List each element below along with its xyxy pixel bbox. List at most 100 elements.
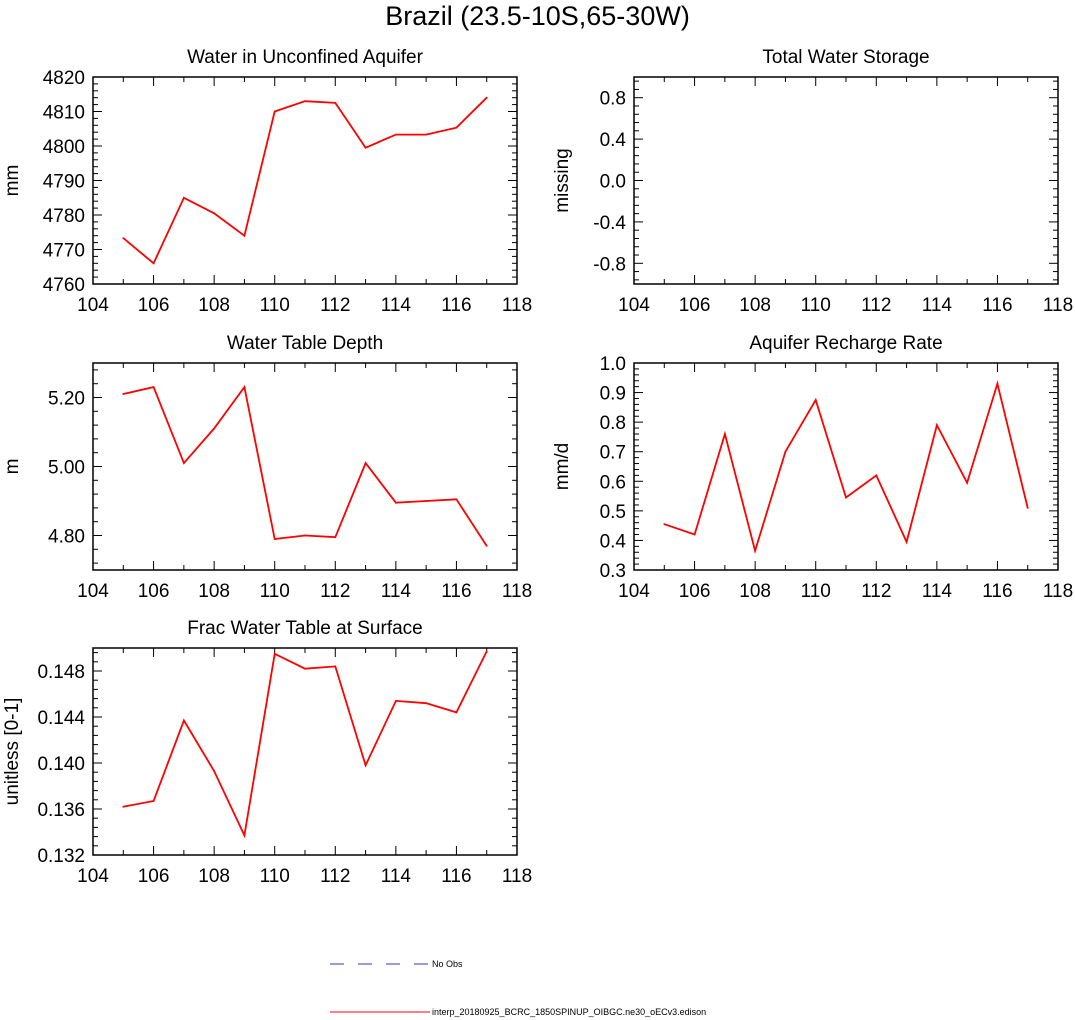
y-tick-label: 4780 [43,206,85,227]
x-tick-label: 114 [381,866,412,887]
y-tick-label: 0.3 [600,561,626,582]
data-point [425,133,428,136]
x-tick-label: 104 [618,295,650,316]
y-axis-label: m [2,459,23,475]
figure-title: Brazil (23.5-10S,65-30W) [385,1,690,31]
panel-title: Water Table Depth [227,333,383,354]
y-tick-label: 5.20 [48,389,85,410]
data-point [394,133,397,136]
data-point [455,711,458,714]
data-point [693,533,696,536]
data-point [966,481,969,484]
y-tick-label: 0.6 [600,472,626,493]
data-point [243,386,246,389]
data-point [1026,507,1029,509]
x-tick-label: 112 [320,866,350,887]
x-tick-label: 110 [801,581,831,602]
panel-total-water-storage: Total Water Storage 104 106 108 110 112 114 116… [552,47,1073,316]
x-tick-label: 118 [502,295,532,316]
data-point [364,764,367,767]
data-point [213,770,216,772]
x-tick-label: 112 [320,295,350,316]
data-point [723,433,726,435]
legend-label-no-obs: No Obs [432,959,463,969]
data-point [754,549,757,552]
plot-frame [633,76,1059,285]
y-axis-label: missing [552,148,573,212]
y-tick-label: 4800 [43,137,85,158]
data-point [334,665,337,668]
data-point [304,100,306,103]
data-point [243,834,246,837]
data-point [784,450,787,453]
plot-frame [92,76,518,285]
x-tick-label: 106 [679,581,711,602]
x-tick-label: 106 [138,866,170,887]
x-tick-label: 110 [260,295,290,316]
data-point [845,496,847,499]
x-tick-label: 112 [320,581,350,602]
data-point [213,212,216,215]
data-point [455,126,458,129]
x-tick-label: 104 [618,581,650,602]
series-line [122,97,488,265]
data-point [243,234,246,237]
x-tick-label: 118 [502,866,532,887]
panel-frac-water-table-at-surface: Frac Water Table at Surface 104 106 108 110 1… [2,618,532,887]
legend-label-model: interp_20180925_BCRC_1850SPINUP_OIBGC.ne… [432,1007,707,1017]
panel-title: Aquifer Recharge Rate [749,333,942,354]
y-tick-label: 0.8 [600,413,626,434]
x-tick-label: 106 [679,295,711,316]
x-tick-label: 108 [739,295,771,316]
x-tick-label: 118 [1043,581,1073,602]
y-tick-label: 4760 [43,275,85,296]
x-tick-label: 110 [801,295,831,316]
x-tick-label: 106 [138,295,170,316]
x-tick-label: 110 [260,866,290,887]
data-point [334,536,337,539]
y-tick-label: 4790 [43,172,85,193]
x-tick-label: 118 [502,581,532,602]
x-tick-label: 106 [138,581,170,602]
panel-aquifer-recharge-rate: Aquifer Recharge Rate 104 106 108 110 112 114 1… [552,333,1073,602]
legend: No Obs interp_20180925_BCRC_1850SPINUP_O… [0,940,1075,1020]
y-tick-label: 0.148 [37,662,85,683]
data-point [182,196,185,199]
y-tick-label: 5.00 [48,458,85,479]
data-point [304,667,306,670]
data-point [152,800,155,802]
y-tick-label: 0.132 [37,846,85,867]
x-tick-label: 116 [441,295,471,316]
y-tick-label: 0.7 [600,443,626,464]
y-tick-label: 4820 [43,68,85,89]
x-tick-label: 110 [260,581,290,602]
y-tick-label: 0.8 [600,89,626,110]
data-point [182,719,185,722]
series-line [123,650,488,839]
x-tick-label: 114 [381,581,412,602]
x-tick-label: 116 [982,295,1012,316]
data-point [364,462,367,464]
series-line [664,380,1029,555]
x-tick-label: 114 [922,295,953,316]
plot-frame [92,647,518,856]
panel-title: Water in Unconfined Aquifer [187,47,424,68]
data-point [455,498,458,501]
data-point [152,386,155,389]
x-tick-label: 108 [198,295,230,316]
data-point [213,427,216,430]
y-axis-label: mm [2,165,23,197]
x-tick-label: 108 [739,581,771,602]
y-tick-label: 1.0 [600,354,626,375]
panel-water-in-unconfined-aquifer: Water in Unconfined Aquifer 104 106 108 110 1… [2,47,532,316]
data-point [905,541,908,543]
data-point [334,101,337,104]
data-point [122,805,125,808]
data-point [152,262,155,265]
data-point [814,399,817,401]
data-point [273,538,276,540]
x-tick-label: 108 [198,866,230,887]
data-point [304,534,306,537]
